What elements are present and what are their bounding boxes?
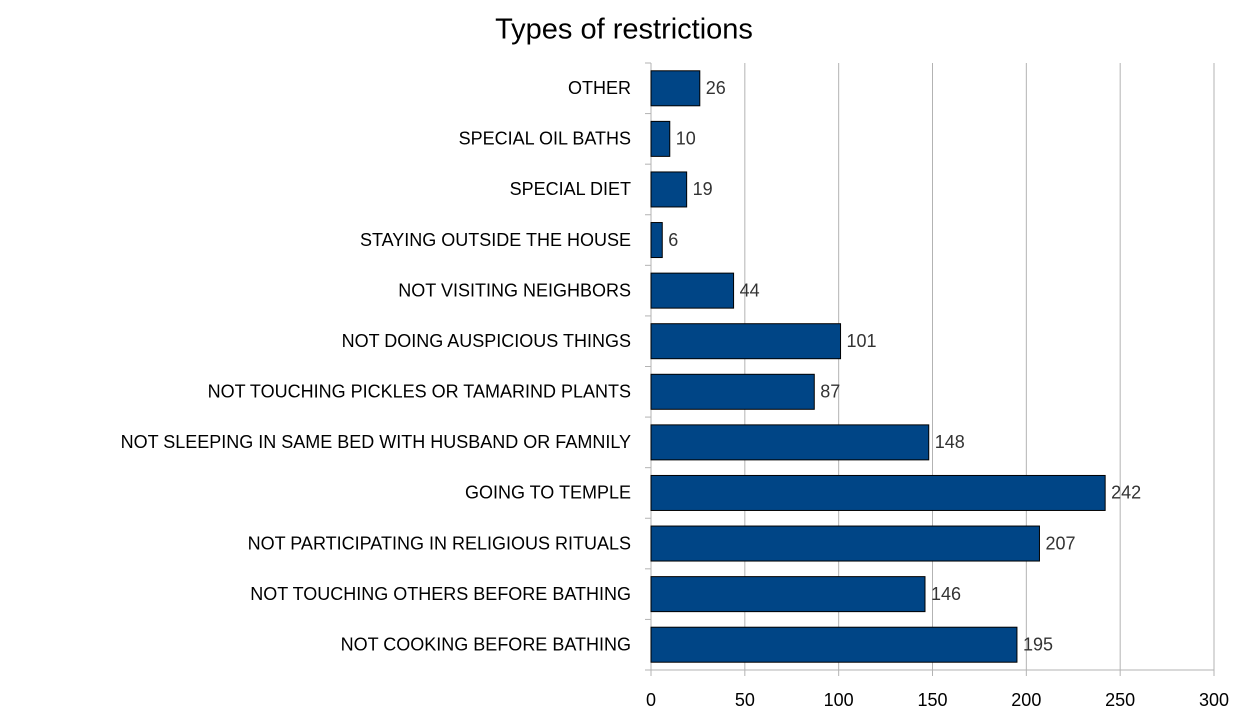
chart-title: Types of restrictions <box>495 14 753 46</box>
value-label: 87 <box>820 382 840 402</box>
bar <box>650 222 663 259</box>
y-tick-label: SPECIAL OIL BATHS <box>459 129 631 149</box>
y-tick-label: NOT SLEEPING IN SAME BED WITH HUSBAND OR… <box>121 432 631 452</box>
y-tick-label: NOT PARTICIPATING IN RELIGIOUS RITUALS <box>248 533 631 553</box>
y-tick-label: SPECIAL DIET <box>510 179 631 199</box>
y-tick-label: NOT TOUCHING OTHERS BEFORE BATHING <box>250 584 631 604</box>
bar <box>650 525 1040 562</box>
y-tick-label: NOT VISITING NEIGHBORS <box>398 280 631 300</box>
bar <box>650 171 688 208</box>
bar <box>650 323 842 360</box>
value-label: 148 <box>935 432 965 452</box>
y-tick-label: OTHER <box>568 78 631 98</box>
bar <box>650 424 930 461</box>
value-label: 19 <box>693 179 713 199</box>
y-tick-label: STAYING OUTSIDE THE HOUSE <box>360 230 631 250</box>
value-label: 26 <box>706 78 726 98</box>
x-tick-label: 50 <box>735 690 755 710</box>
x-tick-label: 0 <box>646 690 656 710</box>
y-tick-label: NOT DOING AUSPICIOUS THINGS <box>342 331 631 351</box>
y-tick-label: NOT TOUCHING PICKLES OR TAMARIND PLANTS <box>208 382 631 402</box>
x-tick-label: 100 <box>824 690 854 710</box>
bar <box>650 474 1106 511</box>
bar <box>650 272 735 309</box>
value-label: 101 <box>847 331 877 351</box>
bar <box>650 70 701 107</box>
value-label: 195 <box>1023 634 1053 654</box>
y-tick-label: NOT COOKING BEFORE BATHING <box>341 634 631 654</box>
value-label: 242 <box>1111 483 1141 503</box>
value-label: 10 <box>676 129 696 149</box>
x-tick-label: 300 <box>1199 690 1229 710</box>
x-tick-label: 150 <box>917 690 947 710</box>
bar <box>650 373 815 410</box>
x-tick-label: 250 <box>1105 690 1135 710</box>
value-label: 44 <box>740 280 760 300</box>
x-tick-label: 200 <box>1011 690 1041 710</box>
bar <box>650 626 1018 663</box>
bar <box>650 120 671 157</box>
y-tick-label: GOING TO TEMPLE <box>465 483 631 503</box>
value-label: 207 <box>1045 533 1075 553</box>
value-label: 6 <box>668 230 678 250</box>
bar <box>650 576 926 613</box>
value-label: 146 <box>931 584 961 604</box>
